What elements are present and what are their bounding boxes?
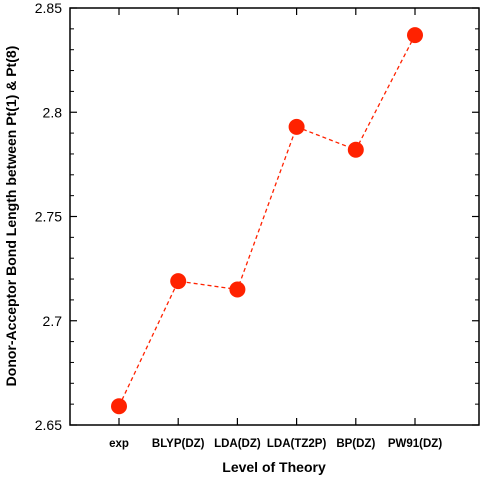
x-tick-label: exp [109,438,129,450]
y-tick-label: 2.85 [35,0,62,16]
series-markers [111,27,423,415]
y-tick-label: 2.75 [35,209,62,225]
x-tick-label: BP(DZ) [336,438,375,450]
y-tick-label: 2.7 [43,313,63,329]
x-axis-ticks: exp BLYP(DZ) LDA(DZ) LDA(TZ2P) BP(DZ) PW91(DZ… [109,8,442,450]
x-tick-label: LDA(DZ) [214,438,261,450]
data-point [170,273,187,290]
data-point [229,281,246,298]
y-axis-title: Donor-Acceptor Bond Length between Pt(1)… [3,46,19,387]
data-point [407,27,423,44]
x-tick-label: LDA(TZ2P) [267,438,327,450]
x-axis-title: Level of Theory [222,459,326,475]
series-line [118,34,416,407]
x-tick-label: BLYP(DZ) [152,438,205,450]
plot-frame [69,7,480,426]
data-point [111,398,127,415]
x-tick-label: PW91(DZ) [388,438,442,450]
y-tick-label: 2.65 [35,417,62,433]
data-point [288,118,305,135]
y-tick-label: 2.8 [43,104,63,120]
y-axis-ticks: 2.65 2.7 2.75 2.8 2.85 [35,0,479,433]
data-point [347,141,364,158]
